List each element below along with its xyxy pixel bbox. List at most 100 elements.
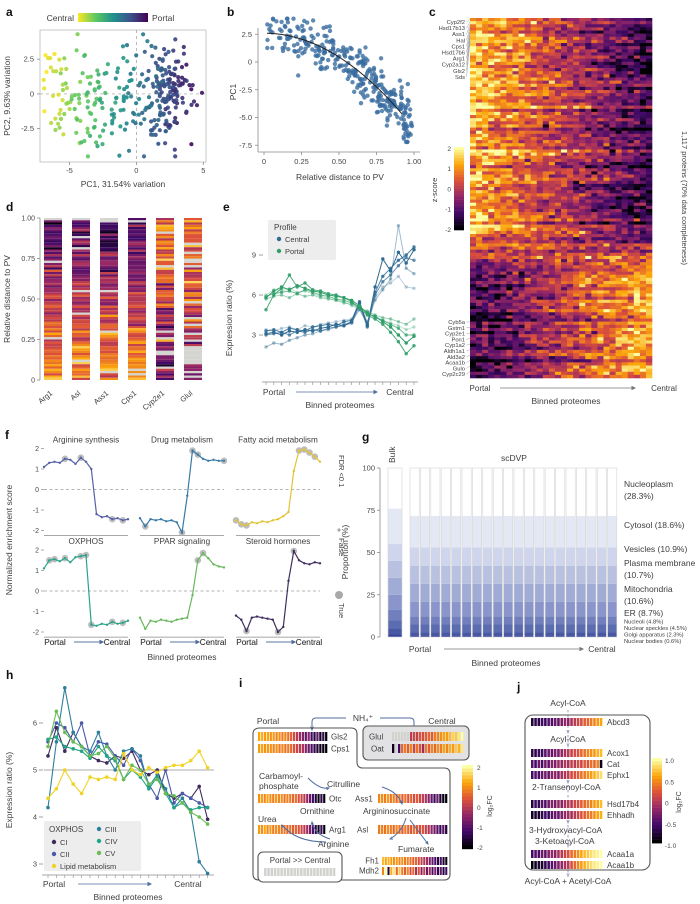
heat-cell (585, 140, 592, 144)
heat-cell (100, 292, 118, 295)
heat-cell (561, 359, 568, 363)
heat-cell (100, 317, 118, 320)
heat-cell (500, 21, 507, 25)
heat-cell (597, 324, 604, 329)
y-axis-label: Relative distance to PV (2, 255, 12, 343)
heat-cell (494, 33, 501, 38)
heat-cell (639, 337, 647, 341)
heat-cell (518, 64, 525, 69)
heat-cell (567, 321, 574, 326)
heat-cell (470, 158, 477, 163)
heat-cell (645, 215, 653, 219)
heat-cell (621, 43, 629, 47)
heat-cell (482, 71, 489, 75)
heat-cell (639, 249, 647, 254)
heat-cell (476, 36, 483, 41)
heat-cell (609, 49, 616, 53)
heat-cell (482, 27, 489, 31)
heat-cell (476, 255, 483, 260)
heat-cell (573, 309, 580, 313)
heat-cell (548, 140, 556, 144)
heat-cell (536, 108, 544, 113)
y-tick-label: -1 (33, 507, 39, 514)
heat-cell (536, 215, 544, 219)
heat-cell (567, 246, 574, 250)
heat-cell (494, 356, 501, 360)
heat-cell (72, 236, 90, 239)
heat-cell (530, 237, 538, 241)
heat-cell (506, 368, 513, 373)
heat-cell (627, 321, 635, 326)
heat-cell (561, 105, 568, 110)
y-tick-label: -2 (33, 528, 39, 535)
heat-cell (506, 365, 513, 369)
heat-cell (476, 71, 483, 75)
heat-cell (524, 177, 531, 182)
profile-line-central (265, 225, 415, 348)
scatter-point (136, 112, 141, 117)
heat-cell (627, 27, 635, 31)
heat-cell (639, 111, 647, 116)
heat-cell (591, 55, 598, 59)
heat-cell (579, 199, 586, 203)
heat-cell (633, 90, 641, 94)
heat-cell (536, 259, 544, 263)
heat-cell (627, 140, 635, 144)
heat-cell (488, 165, 495, 169)
heat-cell (548, 105, 556, 110)
heat-cell (585, 90, 592, 94)
heat-cell (561, 152, 568, 157)
heat-cell (633, 68, 641, 72)
heat-cell (609, 133, 616, 138)
heat-cell (470, 262, 477, 266)
heat-cell (597, 218, 604, 222)
heat-cell (530, 293, 538, 297)
heat-cell (482, 99, 489, 103)
heat-cell (530, 80, 538, 85)
heat-cell (627, 46, 635, 50)
heat-cell (579, 302, 586, 307)
heat-cell (482, 218, 489, 222)
heat-cell (591, 306, 598, 310)
heat-cell (561, 246, 568, 250)
line-marker (272, 328, 276, 332)
heat-cell (524, 118, 531, 122)
heat-cell (100, 227, 118, 230)
line-marker (303, 294, 307, 298)
heat-cell (548, 349, 556, 354)
heat-cell (573, 331, 580, 335)
heat-cell (488, 365, 495, 369)
heat-cell (524, 46, 531, 50)
heat-cell (44, 377, 62, 380)
heat-cell (615, 165, 622, 169)
column-label: Cyp2e1 (141, 389, 167, 413)
heat-cell (573, 246, 580, 250)
heat-cell (506, 284, 513, 288)
y-tick-label: -7.5 (239, 141, 252, 150)
heat-cell (536, 24, 544, 28)
heat-cell (597, 356, 604, 360)
heat-cell (561, 146, 568, 150)
heat-cell (488, 77, 495, 81)
scatter-point (363, 86, 368, 92)
heat-cell (512, 152, 519, 157)
heat-cell (585, 49, 592, 53)
heat-cell (488, 74, 495, 78)
heat-cell (44, 281, 62, 284)
heat-cell (494, 121, 501, 125)
heat-cell (597, 215, 604, 219)
heat-cell (615, 49, 622, 53)
heat-cell (579, 212, 586, 216)
colorbar-step (454, 160, 464, 164)
heat-cell (609, 205, 616, 210)
heat-cell (615, 246, 622, 250)
scatter-point (308, 26, 313, 31)
heat-cell (488, 140, 495, 144)
heat-cell (500, 149, 507, 153)
heat-cell (494, 312, 501, 316)
heat-cell (591, 240, 598, 244)
heat-cell (627, 33, 635, 38)
heat-cell (482, 274, 489, 279)
heat-cell (609, 371, 616, 376)
heat-cell (536, 21, 544, 25)
